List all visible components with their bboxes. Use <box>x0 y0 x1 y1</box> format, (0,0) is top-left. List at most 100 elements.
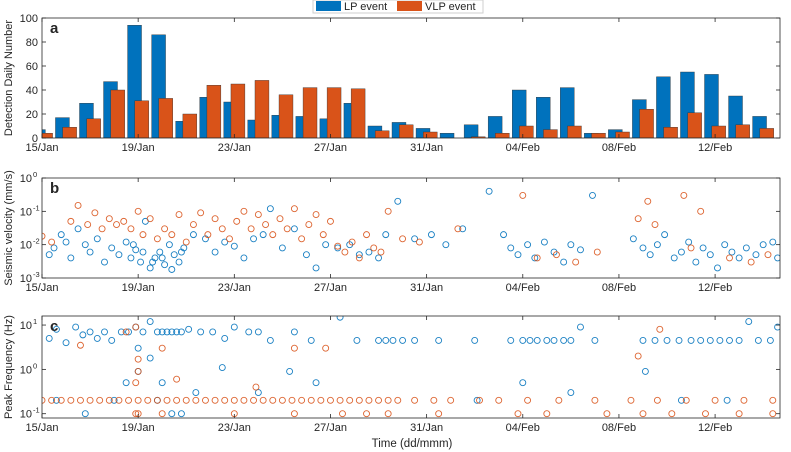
point-lp <box>52 325 60 333</box>
point-vlp <box>77 396 84 404</box>
point-vlp <box>91 209 99 217</box>
point-lp <box>86 248 94 256</box>
point-vlp <box>192 396 200 404</box>
bar-vlp <box>254 80 270 138</box>
point-vlp <box>48 396 56 404</box>
point-vlp <box>572 258 580 266</box>
point-vlp <box>735 410 743 418</box>
point-lp <box>93 235 101 243</box>
point-lp <box>389 336 397 344</box>
panel-label-c: c <box>50 318 58 335</box>
point-lp <box>411 235 419 243</box>
point-lp <box>139 248 147 256</box>
point-vlp <box>430 396 438 404</box>
point-lp <box>158 379 166 387</box>
point-vlp <box>327 396 334 404</box>
bar-vlp <box>399 124 414 138</box>
x-axis-label: Time (dd/mmm) <box>372 438 453 450</box>
y-tick-exponent: 1 <box>33 317 37 326</box>
point-vlp <box>202 396 209 404</box>
legend: LP event VLP event <box>312 0 484 14</box>
x-tick-label: 23/Jan <box>218 142 251 154</box>
bar-vlp <box>182 113 198 138</box>
point-vlp <box>163 396 171 404</box>
point-lp <box>442 241 450 249</box>
point-vlp <box>697 207 705 215</box>
point-lp <box>168 328 176 336</box>
point-vlp <box>740 396 748 404</box>
point-lp <box>254 328 262 336</box>
point-lp <box>139 328 147 336</box>
point-vlp <box>336 396 344 404</box>
point-lp <box>769 238 777 246</box>
point-lp <box>507 244 515 252</box>
point-lp <box>670 254 678 262</box>
point-lp <box>67 254 75 262</box>
point-lp <box>459 225 467 233</box>
x-tick-label: 04/Feb <box>506 422 540 434</box>
bar-vlp <box>110 89 125 138</box>
point-vlp <box>627 396 635 404</box>
point-lp <box>375 336 382 344</box>
point-vlp <box>327 217 334 225</box>
point-vlp <box>115 396 123 404</box>
point-lp <box>641 367 649 375</box>
point-vlp <box>153 235 161 243</box>
point-vlp <box>603 410 611 418</box>
bar-vlp <box>86 118 101 138</box>
point-vlp <box>182 396 190 404</box>
point-lp <box>108 244 116 252</box>
x-tick-label: 15/Jan <box>25 422 58 434</box>
point-vlp <box>189 221 197 229</box>
x-tick-label: 12/Feb <box>698 282 732 294</box>
point-lp <box>577 246 584 254</box>
point-vlp <box>173 375 181 383</box>
point-lp <box>399 336 407 344</box>
point-lp <box>173 328 181 336</box>
point-vlp <box>132 379 140 387</box>
marks-b <box>42 187 780 273</box>
point-vlp <box>656 325 664 333</box>
point-lp <box>230 242 238 250</box>
point-lp <box>177 248 185 256</box>
point-vlp <box>211 396 219 404</box>
point-lp <box>524 241 532 249</box>
point-vlp <box>290 344 298 352</box>
legend-swatch-vlp <box>397 1 422 11</box>
point-lp <box>74 225 82 233</box>
x-tick-label: 12/Feb <box>698 142 732 154</box>
point-lp <box>677 248 685 256</box>
point-lp <box>161 261 169 269</box>
x-tick-label: 08/Feb <box>602 282 636 294</box>
point-lp <box>577 323 584 331</box>
point-lp <box>197 328 205 336</box>
point-vlp <box>211 215 219 223</box>
point-vlp <box>363 231 370 239</box>
panel-c: 15/Jan 19/Jan 23/Jan 27/Jan 31/Jan 04/Feb 08/F… <box>3 315 781 434</box>
point-lp <box>62 339 70 347</box>
point-vlp <box>77 341 84 349</box>
point-vlp <box>48 238 56 246</box>
point-lp <box>699 244 707 252</box>
point-vlp <box>322 344 330 352</box>
point-lp <box>646 251 654 259</box>
bar-lp <box>487 116 503 138</box>
x-tick-label: 19/Jan <box>122 282 155 294</box>
legend-label-lp: LP event <box>344 1 387 13</box>
point-lp <box>79 331 87 339</box>
bar-vlp <box>374 130 390 138</box>
point-vlp <box>254 211 262 219</box>
point-lp <box>209 328 217 336</box>
x-tick-label: 27/Jan <box>314 422 347 434</box>
point-lp <box>375 254 382 262</box>
y-tick-label: 0 <box>32 133 38 145</box>
point-vlp <box>74 202 82 209</box>
point-lp <box>266 205 274 213</box>
point-lp <box>81 241 89 249</box>
point-vlp <box>653 396 661 404</box>
point-vlp <box>127 225 135 233</box>
y-tick-label: 10 <box>20 206 32 218</box>
point-vlp <box>96 396 104 404</box>
bar-vlp <box>519 125 534 138</box>
point-lp <box>716 336 724 344</box>
